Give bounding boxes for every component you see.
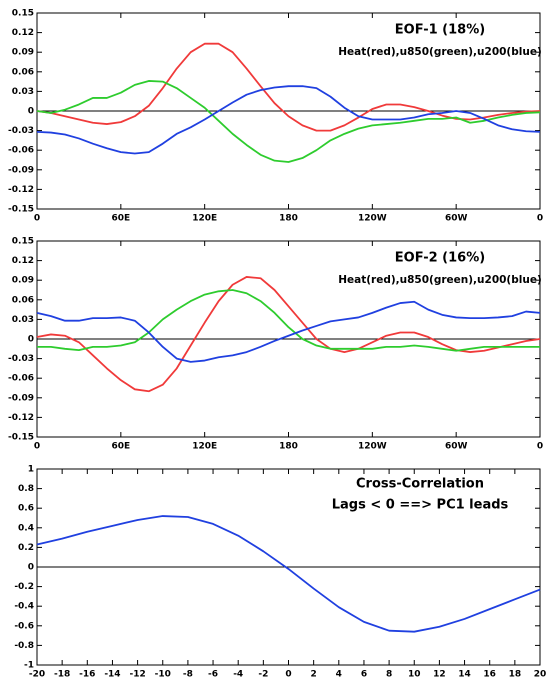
y-tick-label: 0.8	[18, 484, 34, 494]
y-tick-label: 0.09	[12, 276, 34, 286]
y-tick-label: -0.8	[14, 641, 34, 651]
x-tick-label: 12	[433, 670, 446, 680]
y-tick-label: 0.15	[12, 237, 34, 247]
x-tick-label: 6	[361, 670, 367, 680]
y-tick-label: -0.6	[14, 621, 34, 631]
x-tick-label: 120W	[358, 214, 387, 224]
x-tick-label: 0	[285, 670, 291, 680]
series-line	[36, 300, 541, 363]
chart-title: EOF-1 (18%)	[395, 23, 485, 38]
x-tick-label: -8	[183, 670, 193, 680]
x-tick-label: -6	[208, 670, 218, 680]
x-tick-label: -4	[233, 670, 243, 680]
y-tick-label: -0.12	[8, 185, 34, 195]
y-tick-label: 0.06	[12, 295, 34, 305]
y-tick-label: 0.12	[12, 256, 34, 266]
series-line	[36, 85, 541, 155]
x-tick-label: 0	[34, 214, 40, 224]
x-tick-label: 0	[537, 214, 543, 224]
x-tick-label: 60E	[111, 442, 130, 452]
y-tick-label: -0.15	[8, 433, 34, 443]
x-tick-label: -18	[54, 670, 70, 680]
x-tick-label: -16	[79, 670, 95, 680]
y-tick-label: -0.09	[8, 165, 34, 175]
x-tick-label: -2	[258, 670, 268, 680]
x-tick-label: 180	[279, 442, 298, 452]
y-tick-label: 0	[28, 107, 34, 117]
y-tick-label: 0.09	[12, 48, 34, 58]
chart-title: Cross-Correlation	[356, 477, 484, 492]
x-tick-label: 60E	[111, 214, 130, 224]
x-tick-label: 10	[408, 670, 421, 680]
y-tick-label: -0.06	[8, 374, 34, 384]
y-tick-label: -0.4	[14, 602, 34, 612]
y-tick-label: 0.4	[18, 523, 34, 533]
y-tick-label: 0	[28, 563, 34, 573]
y-tick-label: -1	[24, 661, 34, 671]
y-tick-label: -0.03	[8, 126, 34, 136]
y-tick-label: 0	[28, 335, 34, 345]
y-tick-label: 0.03	[12, 87, 34, 97]
x-tick-label: 16	[483, 670, 496, 680]
x-tick-label: 120E	[192, 214, 217, 224]
x-tick-label: 2	[311, 670, 317, 680]
y-tick-label: -0.09	[8, 393, 34, 403]
x-tick-label: 8	[386, 670, 392, 680]
x-tick-label: 4	[336, 670, 342, 680]
x-tick-label: -10	[155, 670, 171, 680]
series-line	[36, 276, 541, 393]
y-tick-label: -0.12	[8, 413, 34, 423]
y-tick-label: 0.12	[12, 28, 34, 38]
series-line	[36, 80, 541, 163]
series-line	[36, 42, 541, 132]
y-tick-label: 0.6	[18, 504, 34, 514]
chart-subtitle: Heat(red),u850(green),u200(blue)	[338, 46, 542, 58]
series-line	[37, 289, 540, 352]
x-tick-label: 120E	[192, 442, 217, 452]
x-tick-label: 20	[534, 670, 547, 680]
x-tick-label: 0	[34, 442, 40, 452]
y-tick-label: -0.15	[8, 205, 34, 215]
chart-subtitle: Heat(red),u850(green),u200(blue)	[338, 274, 542, 286]
y-tick-label: -0.2	[14, 582, 34, 592]
x-tick-label: 180	[279, 214, 298, 224]
x-tick-label: 18	[509, 670, 522, 680]
chart-title: EOF-2 (16%)	[395, 251, 485, 266]
y-tick-label: 1	[28, 465, 34, 475]
y-tick-label: 0.03	[12, 315, 34, 325]
y-tick-label: -0.03	[8, 354, 34, 364]
y-tick-label: 0.06	[12, 67, 34, 77]
x-tick-label: 60W	[445, 442, 468, 452]
series-line	[36, 515, 541, 633]
x-tick-label: -12	[129, 670, 145, 680]
x-tick-label: 120W	[358, 442, 387, 452]
y-tick-label: 0.2	[18, 543, 34, 553]
x-tick-label: 0	[537, 442, 543, 452]
x-tick-label: 14	[458, 670, 471, 680]
chart-subtitle: Lags < 0 ==> PC1 leads	[332, 498, 509, 513]
x-tick-label: -20	[29, 670, 45, 680]
x-tick-label: 60W	[445, 214, 468, 224]
x-tick-label: -14	[104, 670, 120, 680]
y-tick-label: 0.15	[12, 9, 34, 19]
y-tick-label: -0.06	[8, 146, 34, 156]
